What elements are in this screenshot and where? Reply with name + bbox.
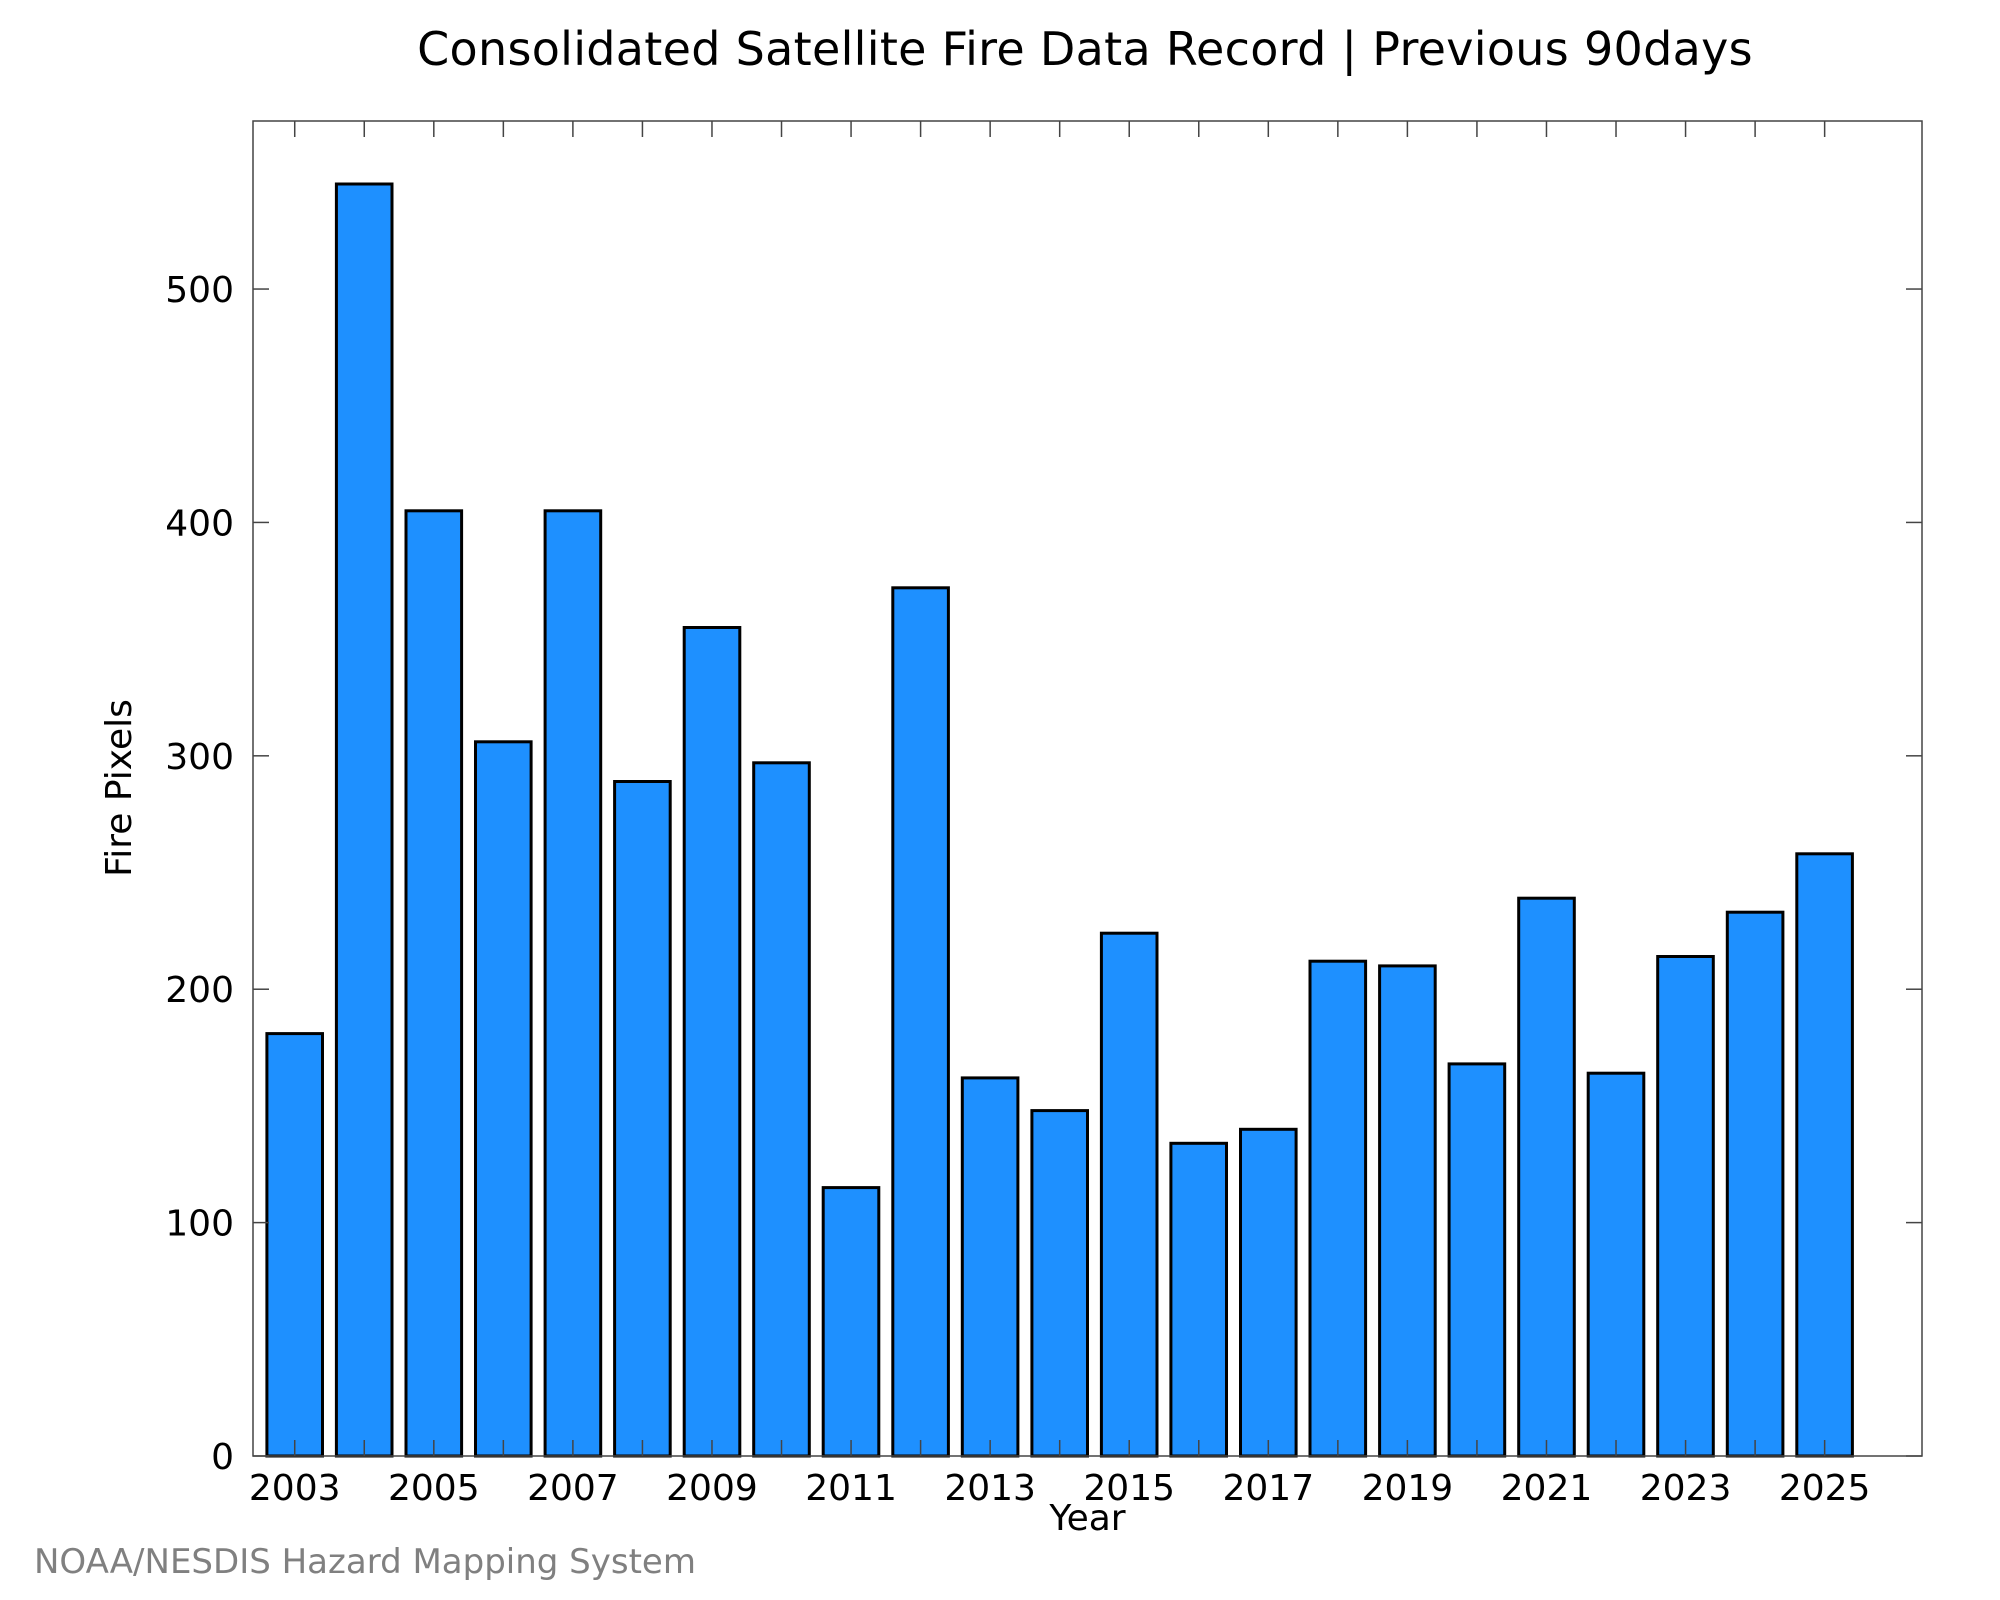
bar-2006	[474, 740, 533, 1458]
bar-2009	[682, 626, 742, 1458]
x-tick-label: 2007	[527, 1468, 619, 1509]
bar-2007	[543, 509, 603, 1458]
bar-2021	[1517, 896, 1576, 1458]
ticks-group	[253, 121, 1922, 1457]
plot-frame	[252, 120, 1923, 1457]
y-tick-label: 200	[165, 970, 234, 1011]
bar-2022	[1586, 1071, 1646, 1458]
x-tick-label: 2011	[805, 1468, 897, 1509]
x-tick-label: 2015	[1083, 1468, 1175, 1509]
bar-2008	[613, 780, 672, 1458]
y-tick-label: 500	[165, 270, 234, 311]
bar-2012	[891, 586, 950, 1458]
x-tick-label: 2005	[388, 1468, 480, 1509]
credit-text: NOAA/NESDIS Hazard Mapping System	[34, 1542, 696, 1582]
bar-2017	[1239, 1127, 1298, 1458]
y-tick-labels: 0 100 200 300 400 500	[165, 270, 234, 1478]
bar-2015	[1099, 931, 1159, 1458]
bar-2010	[752, 761, 811, 1458]
bar-2011	[821, 1186, 881, 1458]
x-tick-label: 2021	[1501, 1468, 1593, 1509]
x-tick-labels: 2003 2005 2007 2009 2011 2013 2015 2017 2019 2021…	[249, 1468, 1871, 1509]
x-tick-label: 2019	[1362, 1468, 1454, 1509]
x-axis-label: Year	[1048, 1498, 1125, 1539]
y-axis-label: Fire Pixels	[99, 699, 140, 877]
bar-2019	[1378, 964, 1437, 1458]
bar-2024	[1725, 910, 1785, 1458]
y-tick-label: 400	[165, 503, 234, 544]
x-tick-label: 2009	[666, 1468, 758, 1509]
bar-2004	[334, 182, 394, 1458]
bar-2023	[1656, 955, 1715, 1458]
chart-title: Consolidated Satellite Fire Data Record …	[417, 22, 1753, 76]
bar-2014	[1030, 1109, 1090, 1458]
bar-2018	[1308, 959, 1368, 1458]
bar-2013	[960, 1076, 1020, 1458]
bar-2005	[404, 509, 464, 1458]
x-tick-label: 2017	[1222, 1468, 1314, 1509]
x-tick-label: 2025	[1779, 1468, 1871, 1509]
y-tick-label: 100	[165, 1204, 234, 1245]
x-tick-label: 2003	[249, 1468, 341, 1509]
bar-2025	[1795, 852, 1854, 1458]
bar-2020	[1447, 1062, 1507, 1458]
x-tick-label: 2013	[944, 1468, 1036, 1509]
bar-2003	[265, 1032, 324, 1458]
y-tick-label: 300	[165, 737, 234, 778]
bars-group	[265, 182, 1854, 1458]
x-tick-label: 2023	[1640, 1468, 1732, 1509]
y-tick-label: 0	[211, 1437, 234, 1478]
bar-2016	[1169, 1141, 1229, 1458]
